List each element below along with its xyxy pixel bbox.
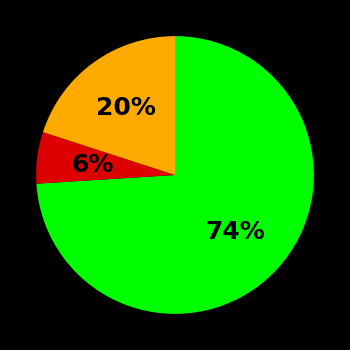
Text: 74%: 74%: [206, 220, 266, 244]
Wedge shape: [36, 132, 175, 184]
Wedge shape: [36, 36, 314, 314]
Text: 6%: 6%: [71, 153, 113, 176]
Wedge shape: [43, 36, 175, 175]
Text: 20%: 20%: [96, 96, 156, 120]
